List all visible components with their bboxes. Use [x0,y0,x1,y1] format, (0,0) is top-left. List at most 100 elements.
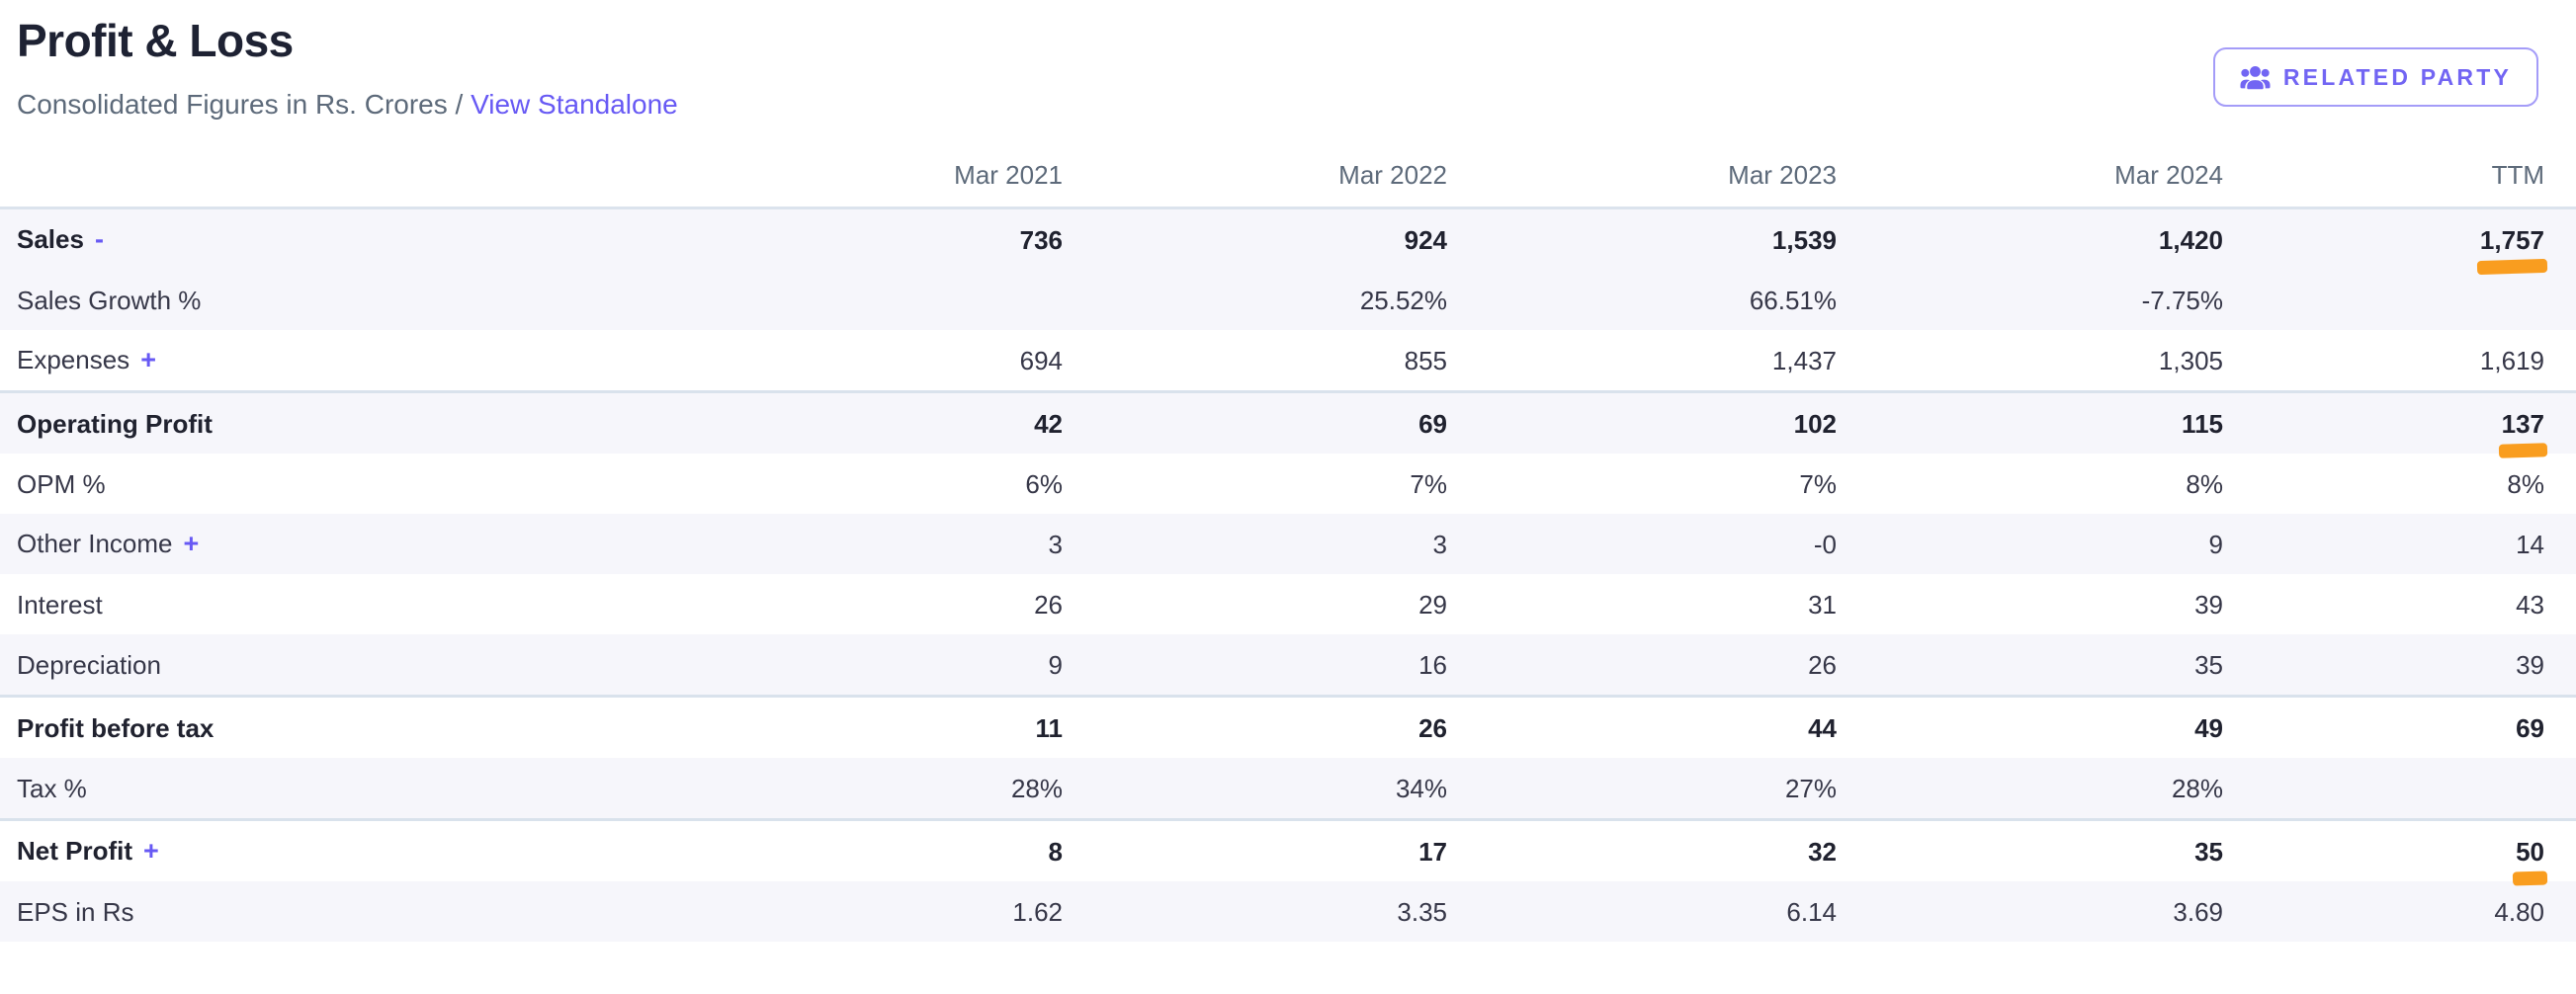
row-label: Profit before tax [17,712,215,743]
value-cell: 28% [677,758,1063,820]
value: 25.52% [1359,285,1447,315]
table-row: Depreciation 9 16 26 35 39 [0,634,2576,697]
value-cell: 50 [2223,818,2576,881]
value-cell: 26 [1063,695,1447,758]
column-header: Mar 2021 [677,119,1063,209]
value-cell: -0 [1447,514,1837,574]
row-label-cell: EPS in Rs [0,881,677,942]
value: 1,437 [1771,345,1837,375]
value: 7% [1799,468,1837,499]
value-cell: 3.69 [1837,881,2223,942]
collapse-toggle[interactable]: - [94,224,104,254]
row-label: Operating Profit [17,408,213,439]
row-label-cell: Other Income + [0,514,677,574]
row-label: Sales [17,224,84,254]
row-label-cell: Sales Growth % [0,270,677,330]
value: 3 [1048,529,1063,559]
value-cell: 11 [677,695,1063,758]
related-party-button[interactable]: RELATED PARTY [2212,47,2538,107]
row-label: Tax % [17,773,87,803]
value: 44 [1808,712,1837,743]
value: 17 [1418,836,1447,867]
row-label: Expenses [17,345,130,374]
value: 34% [1395,773,1447,803]
subtitle: Consolidated Figures in Rs. Crores / Vie… [17,91,2538,119]
value: 26 [1808,649,1837,680]
profit-loss-table: Mar 2021 Mar 2022 Mar 2023 Mar 2024 TTM … [0,119,2576,942]
value: 26 [1418,712,1447,743]
value-cell: 32 [1447,818,1837,881]
value: 16 [1418,649,1447,680]
value: 115 [2182,408,2223,439]
value-cell: -7.75% [1837,270,2223,330]
value: 49 [2194,712,2223,743]
page-header: Profit & Loss Consolidated Figures in Rs… [0,0,2576,119]
value-cell: 29 [1063,574,1447,634]
value: 855 [1404,345,1447,375]
row-label: EPS in Rs [17,896,134,927]
table-row: EPS in Rs 1.62 3.35 6.14 3.69 4.80 [0,881,2576,942]
value-cell: 1,757 [2223,208,2576,271]
value: 39 [2194,589,2223,620]
value-cell: 8% [2223,454,2576,514]
value: 28% [1010,773,1063,803]
value-cell: 26 [677,574,1063,634]
value-cell: 1.62 [677,881,1063,942]
row-label: Other Income [17,529,173,558]
value: 14 [2516,529,2544,559]
row-label: Depreciation [17,649,161,680]
value: 1,420 [2158,224,2223,255]
value-cell: 137 [2223,390,2576,454]
value-cell: 66.51% [1447,270,1837,330]
value-cell: 44 [1447,695,1837,758]
value-cell: 69 [1063,390,1447,454]
value-cell: 31 [1447,574,1837,634]
value: 1,305 [2158,345,2223,375]
value-cell: 8% [1837,454,2223,514]
ttm-value-highlighted: 1,757 [2479,224,2544,255]
value: 43 [2516,589,2544,620]
row-label-cell: OPM % [0,454,677,514]
value-cell: 102 [1447,390,1837,454]
value-cell: 27% [1447,758,1837,820]
table-row: Operating Profit 42 69 102 115 137 [0,390,2576,454]
value-cell: 1,619 [2223,330,2576,392]
view-standalone-link[interactable]: View Standalone [471,89,678,120]
value: 3.69 [2173,896,2223,927]
value-cell [2223,270,2576,330]
row-label: Interest [17,589,103,620]
value: 1.62 [1012,896,1063,927]
expand-toggle[interactable]: + [183,529,200,558]
row-label-cell: Operating Profit [0,390,677,454]
table-row: Sales Growth % 25.52% 66.51% -7.75% [0,270,2576,330]
value-cell: 694 [677,330,1063,392]
value: 9 [2208,529,2223,559]
column-header-blank [0,119,677,209]
value: 35 [2194,649,2223,680]
expand-toggle[interactable]: + [140,345,156,374]
value-cell: 8 [677,818,1063,881]
row-label-cell: Profit before tax [0,695,677,758]
value-cell: 25.52% [1063,270,1447,330]
value-cell [2223,758,2576,820]
value-cell: 49 [1837,695,2223,758]
users-icon [2240,65,2271,90]
value-cell: 17 [1063,818,1447,881]
value: 66.51% [1749,285,1837,315]
column-header: Mar 2022 [1063,119,1447,209]
column-header: Mar 2024 [1837,119,2223,209]
value-cell: 39 [2223,634,2576,697]
value: 9 [1048,649,1063,680]
expand-toggle[interactable]: + [143,836,159,866]
value-cell: 115 [1837,390,2223,454]
row-label: Sales Growth % [17,285,202,315]
table-row: Net Profit +8 17 32 35 50 [0,818,2576,881]
value-cell: 6.14 [1447,881,1837,942]
value: -0 [1813,529,1837,559]
value-cell: 7% [1063,454,1447,514]
value-cell: 4.80 [2223,881,2576,942]
value: 736 [1019,224,1063,255]
value-cell: 43 [2223,574,2576,634]
row-label-cell: Expenses + [0,330,677,392]
row-label: Net Profit [17,836,132,866]
